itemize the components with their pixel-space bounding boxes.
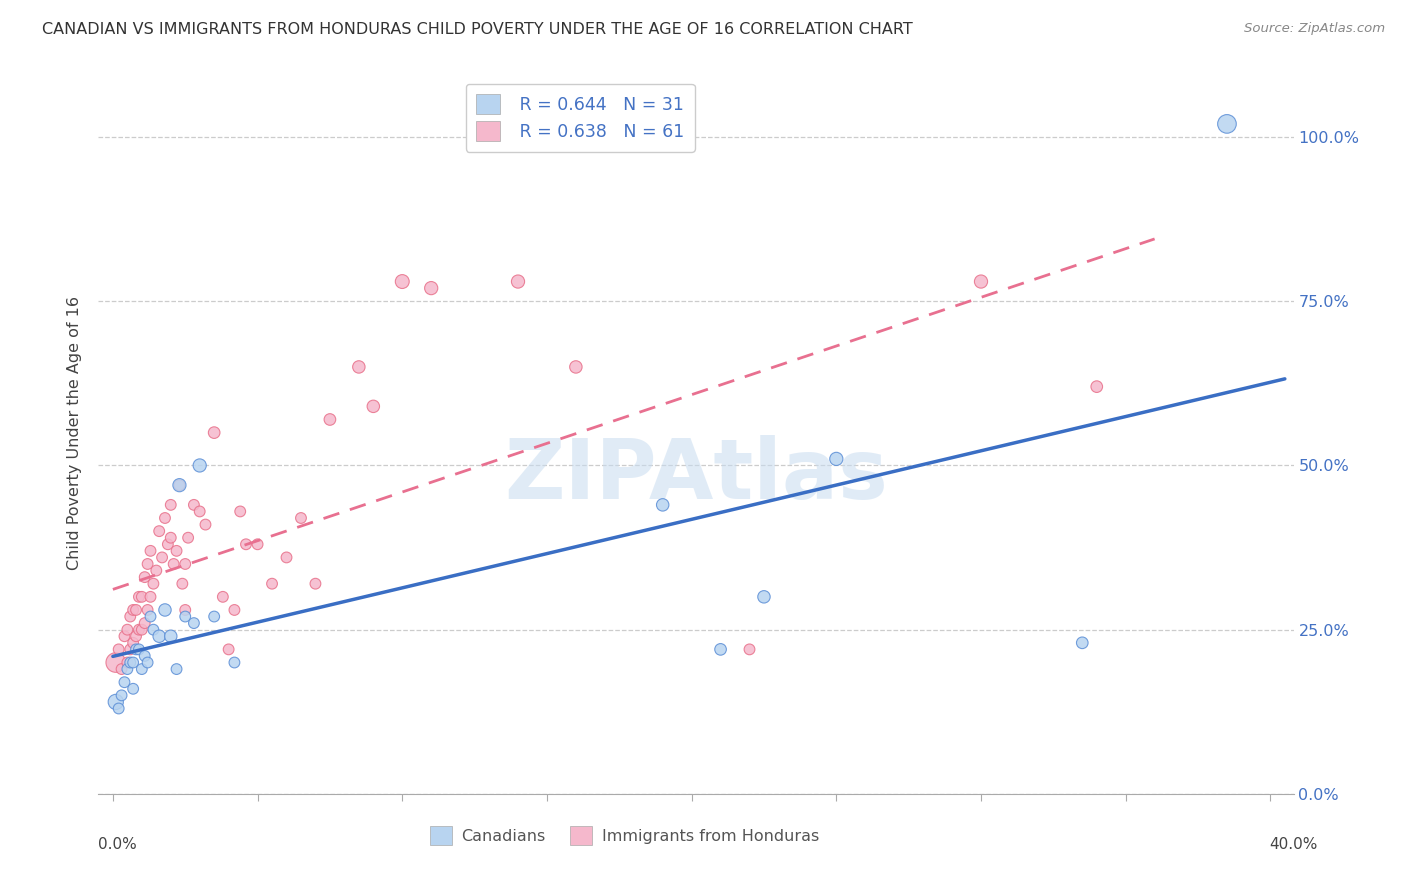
- Point: [169, 478, 191, 492]
- Point: [224, 603, 246, 617]
- Point: [183, 616, 205, 631]
- Point: [114, 675, 136, 690]
- Point: [117, 623, 139, 637]
- Point: [752, 590, 775, 604]
- Point: [363, 400, 385, 414]
- Point: [142, 623, 165, 637]
- Point: [122, 681, 145, 696]
- Point: [139, 544, 162, 558]
- Point: [153, 511, 176, 525]
- Point: [150, 550, 173, 565]
- Legend: Canadians, Immigrants from Honduras: Canadians, Immigrants from Honduras: [423, 820, 825, 851]
- Point: [276, 550, 298, 565]
- Point: [174, 557, 197, 571]
- Point: [229, 504, 252, 518]
- Point: [153, 603, 176, 617]
- Point: [174, 609, 197, 624]
- Point: [156, 537, 179, 551]
- Point: [709, 642, 731, 657]
- Point: [104, 656, 127, 670]
- Point: [218, 642, 240, 657]
- Point: [970, 275, 993, 289]
- Point: [131, 623, 153, 637]
- Text: CANADIAN VS IMMIGRANTS FROM HONDURAS CHILD POVERTY UNDER THE AGE OF 16 CORRELATI: CANADIAN VS IMMIGRANTS FROM HONDURAS CHI…: [42, 22, 912, 37]
- Point: [224, 656, 246, 670]
- Point: [125, 603, 148, 617]
- Point: [134, 616, 156, 631]
- Point: [738, 642, 761, 657]
- Point: [825, 451, 848, 466]
- Point: [117, 662, 139, 676]
- Point: [114, 629, 136, 643]
- Point: [139, 590, 162, 604]
- Point: [565, 359, 588, 374]
- Point: [128, 642, 150, 657]
- Point: [246, 537, 269, 551]
- Point: [148, 629, 170, 643]
- Point: [142, 576, 165, 591]
- Point: [188, 458, 211, 473]
- Point: [290, 511, 312, 525]
- Point: [134, 648, 156, 663]
- Point: [120, 656, 142, 670]
- Point: [110, 689, 132, 703]
- Point: [128, 623, 150, 637]
- Point: [202, 609, 225, 624]
- Y-axis label: Child Poverty Under the Age of 16: Child Poverty Under the Age of 16: [67, 295, 83, 570]
- Point: [177, 531, 200, 545]
- Point: [134, 570, 156, 584]
- Point: [1216, 117, 1239, 131]
- Point: [120, 609, 142, 624]
- Text: ZIPAtlas: ZIPAtlas: [503, 435, 889, 516]
- Point: [319, 412, 342, 426]
- Point: [107, 701, 129, 715]
- Point: [104, 695, 127, 709]
- Point: [347, 359, 370, 374]
- Point: [136, 656, 159, 670]
- Text: 0.0%: 0.0%: [98, 838, 138, 852]
- Point: [125, 629, 148, 643]
- Point: [183, 498, 205, 512]
- Point: [194, 517, 217, 532]
- Point: [202, 425, 225, 440]
- Point: [131, 662, 153, 676]
- Text: 40.0%: 40.0%: [1270, 838, 1317, 852]
- Point: [211, 590, 233, 604]
- Point: [117, 656, 139, 670]
- Point: [174, 603, 197, 617]
- Point: [136, 557, 159, 571]
- Text: Source: ZipAtlas.com: Source: ZipAtlas.com: [1244, 22, 1385, 36]
- Point: [163, 557, 186, 571]
- Point: [188, 504, 211, 518]
- Point: [1071, 636, 1094, 650]
- Point: [169, 478, 191, 492]
- Point: [122, 603, 145, 617]
- Point: [260, 576, 283, 591]
- Point: [136, 603, 159, 617]
- Point: [131, 590, 153, 604]
- Point: [122, 656, 145, 670]
- Point: [159, 498, 181, 512]
- Point: [128, 590, 150, 604]
- Point: [1085, 379, 1108, 393]
- Point: [506, 275, 529, 289]
- Point: [125, 642, 148, 657]
- Point: [145, 564, 167, 578]
- Point: [420, 281, 443, 295]
- Point: [304, 576, 326, 591]
- Point: [107, 642, 129, 657]
- Point: [166, 544, 188, 558]
- Point: [166, 662, 188, 676]
- Point: [148, 524, 170, 538]
- Point: [651, 498, 673, 512]
- Point: [172, 576, 194, 591]
- Point: [159, 629, 181, 643]
- Point: [391, 275, 413, 289]
- Point: [122, 636, 145, 650]
- Point: [235, 537, 257, 551]
- Point: [120, 642, 142, 657]
- Point: [110, 662, 132, 676]
- Point: [159, 531, 181, 545]
- Point: [139, 609, 162, 624]
